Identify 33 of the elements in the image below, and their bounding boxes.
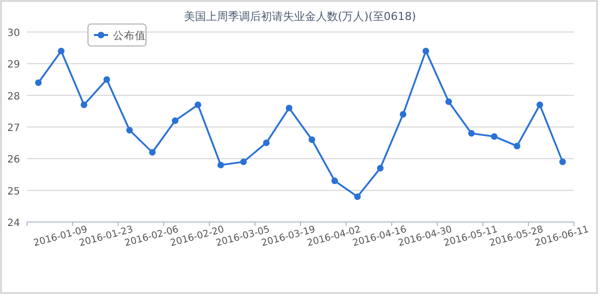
point — [35, 79, 42, 86]
y-tick-label: 27 — [7, 123, 20, 134]
chart-title: 美国上周季调后初请失业金人数(万人)(至0618) — [184, 10, 416, 23]
point — [514, 142, 520, 150]
y-tick-label: 28 — [7, 91, 20, 102]
point — [217, 162, 224, 168]
point — [422, 48, 430, 54]
y-tick-label: 29 — [7, 60, 20, 71]
point — [308, 136, 316, 143]
point — [194, 102, 202, 108]
y-tick-label: 24 — [7, 218, 20, 229]
point — [58, 48, 64, 54]
point — [263, 140, 270, 146]
point — [445, 98, 452, 105]
point — [149, 149, 156, 156]
point — [240, 158, 247, 166]
point — [468, 130, 475, 137]
y-tick-label: 30 — [7, 28, 20, 39]
point — [354, 193, 361, 200]
point — [536, 102, 544, 108]
legend-label: 公布值 — [113, 30, 146, 42]
y-tick-label: 26 — [7, 154, 20, 166]
y-tick-label: 25 — [7, 186, 20, 198]
point — [80, 102, 88, 108]
point — [559, 158, 566, 166]
point — [400, 111, 406, 118]
point — [126, 126, 133, 134]
point — [376, 164, 384, 172]
point — [490, 133, 498, 140]
point — [286, 104, 292, 112]
point — [103, 76, 110, 83]
point — [331, 178, 338, 184]
point — [172, 117, 178, 124]
